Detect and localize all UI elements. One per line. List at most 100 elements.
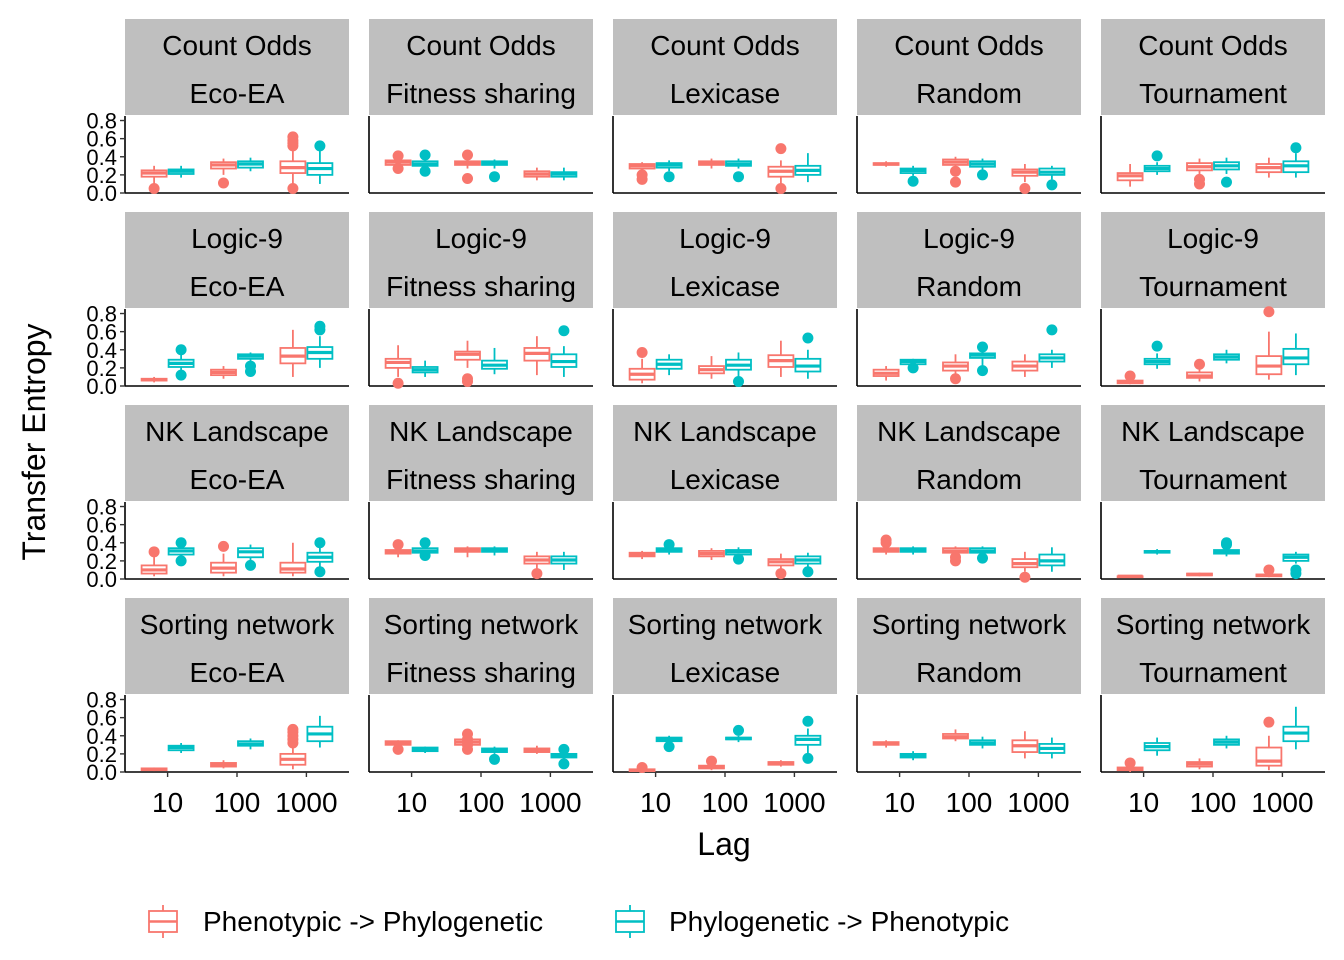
legend: Phenotypic -> Phylogenetic Phylogenetic -…	[148, 905, 1009, 938]
box-phylogenetic-to-phenotypic	[794, 715, 822, 764]
facet-problem-label: Logic-9	[1167, 223, 1259, 254]
facet-selection-label: Tournament	[1139, 464, 1287, 495]
box-phenotypic-to-phylogenetic	[942, 156, 969, 188]
box-phylogenetic-to-phenotypic	[481, 347, 508, 375]
box-phenotypic-to-phylogenetic	[1255, 564, 1283, 578]
box-phenotypic-to-phylogenetic	[384, 740, 412, 755]
box-phylogenetic-to-phenotypic	[655, 539, 683, 555]
y-tick-label: 0.0	[86, 760, 117, 785]
facet-selection-label: Eco-EA	[190, 271, 285, 302]
box-phenotypic-to-phylogenetic	[523, 551, 551, 580]
box-phylogenetic-to-phenotypic	[550, 551, 578, 570]
box-phenotypic-to-phylogenetic	[384, 150, 412, 175]
facet-problem-label: Sorting network	[384, 609, 580, 640]
box-phenotypic-to-phylogenetic	[140, 546, 168, 577]
box-phylogenetic-to-phenotypic	[1143, 737, 1171, 756]
facet-panel: Logic-9 Lexicase	[612, 212, 837, 387]
facet-strip	[1101, 598, 1325, 694]
x-axis-title: Lag	[697, 826, 750, 862]
box-outlier	[1019, 182, 1031, 194]
box-outlier	[218, 540, 229, 552]
facet-strip	[369, 598, 593, 694]
box-phenotypic-to-phylogenetic	[384, 345, 412, 389]
box-phylogenetic-to-phenotypic	[1038, 737, 1066, 759]
facet-strip	[857, 598, 1081, 694]
y-tick-label: 0.0	[86, 181, 117, 206]
y-tick-label: 0.0	[86, 567, 117, 592]
box-phylogenetic-to-phenotypic	[1038, 324, 1066, 368]
box-phylogenetic-to-phenotypic	[969, 341, 996, 377]
box-outlier	[462, 728, 473, 740]
box-phenotypic-to-phylogenetic	[210, 366, 237, 379]
facet-panel: Logic-9 Eco-EA 0.00.20.40.60.8	[86, 212, 349, 399]
x-tick-label: 1000	[1007, 787, 1069, 818]
box-outlier	[950, 373, 961, 385]
x-tick-label: 100	[458, 787, 505, 818]
box-phylogenetic-to-phenotypic	[1282, 551, 1310, 580]
box-outlier	[1194, 358, 1205, 370]
facet-selection-label: Lexicase	[670, 271, 781, 302]
x-tick-label: 100	[214, 787, 261, 818]
box-phenotypic-to-phylogenetic	[454, 149, 481, 185]
facet-strip	[1101, 212, 1325, 308]
facet-problem-label: Logic-9	[679, 223, 771, 254]
facet-selection-label: Fitness sharing	[386, 657, 576, 688]
box-phylogenetic-to-phenotypic	[237, 157, 264, 172]
box-phylogenetic-to-phenotypic	[306, 715, 334, 748]
box-outlier	[419, 149, 431, 161]
box-phylogenetic-to-phenotypic	[167, 344, 195, 381]
box-phylogenetic-to-phenotypic	[1213, 349, 1240, 364]
box-outlier	[733, 553, 744, 565]
y-tick-label: 0.8	[86, 495, 117, 520]
box-phylogenetic-to-phenotypic	[969, 546, 996, 564]
box-outlier	[1151, 150, 1163, 162]
box-outlier	[392, 377, 404, 389]
x-tick-label: 1000	[763, 787, 825, 818]
box-phenotypic-to-phylogenetic	[942, 354, 969, 385]
facet-selection-label: Fitness sharing	[386, 271, 576, 302]
box-outlier	[489, 753, 500, 765]
box-phylogenetic-to-phenotypic	[899, 751, 927, 761]
box-outlier	[950, 551, 961, 563]
box-phylogenetic-to-phenotypic	[1038, 547, 1066, 572]
box-outlier	[1124, 757, 1136, 769]
y-tick-label: 0.8	[86, 109, 117, 134]
box-phenotypic-to-phylogenetic	[140, 376, 168, 383]
facet-panel: NK Landscape Random	[856, 405, 1081, 583]
box-outlier	[392, 539, 404, 551]
box-phenotypic-to-phylogenetic	[1116, 574, 1144, 579]
box-outlier	[462, 173, 473, 185]
box-phenotypic-to-phylogenetic	[1186, 572, 1213, 577]
box-phylogenetic-to-phenotypic	[411, 746, 439, 753]
y-tick-label: 0.4	[86, 724, 117, 749]
facet-problem-label: Sorting network	[872, 609, 1068, 640]
box-phylogenetic-to-phenotypic	[899, 358, 927, 374]
box-outlier	[977, 169, 988, 181]
box-phylogenetic-to-phenotypic	[1143, 150, 1171, 175]
box-phenotypic-to-phylogenetic	[454, 728, 481, 755]
box-phenotypic-to-phylogenetic	[210, 760, 237, 769]
facet-panel: NK Landscape Lexicase	[612, 405, 837, 580]
box-outlier	[1019, 571, 1031, 583]
box-phenotypic-to-phylogenetic	[1186, 158, 1213, 190]
facet-problem-label: NK Landscape	[633, 416, 817, 447]
facet-strip	[369, 405, 593, 501]
box-outlier	[462, 149, 473, 161]
box-phenotypic-to-phylogenetic	[523, 167, 551, 181]
legend-label: Phylogenetic -> Phenotypic	[669, 906, 1009, 937]
facet-strip	[125, 19, 349, 115]
y-tick-label: 0.4	[86, 145, 117, 170]
box-outlier	[1263, 716, 1275, 728]
box-outlier	[663, 741, 675, 753]
x-tick-label: 100	[1190, 787, 1237, 818]
x-tick-label: 10	[396, 787, 427, 818]
y-tick-label: 0.2	[86, 163, 117, 188]
box-phenotypic-to-phylogenetic	[523, 336, 551, 376]
box-phenotypic-to-phylogenetic	[872, 534, 900, 555]
x-tick-label: 100	[702, 787, 749, 818]
box-phylogenetic-to-phenotypic	[481, 159, 508, 183]
facet-selection-label: Lexicase	[670, 78, 781, 109]
box-outlier	[1046, 179, 1058, 191]
facet-selection-label: Eco-EA	[190, 464, 285, 495]
box-outlier	[802, 332, 814, 344]
